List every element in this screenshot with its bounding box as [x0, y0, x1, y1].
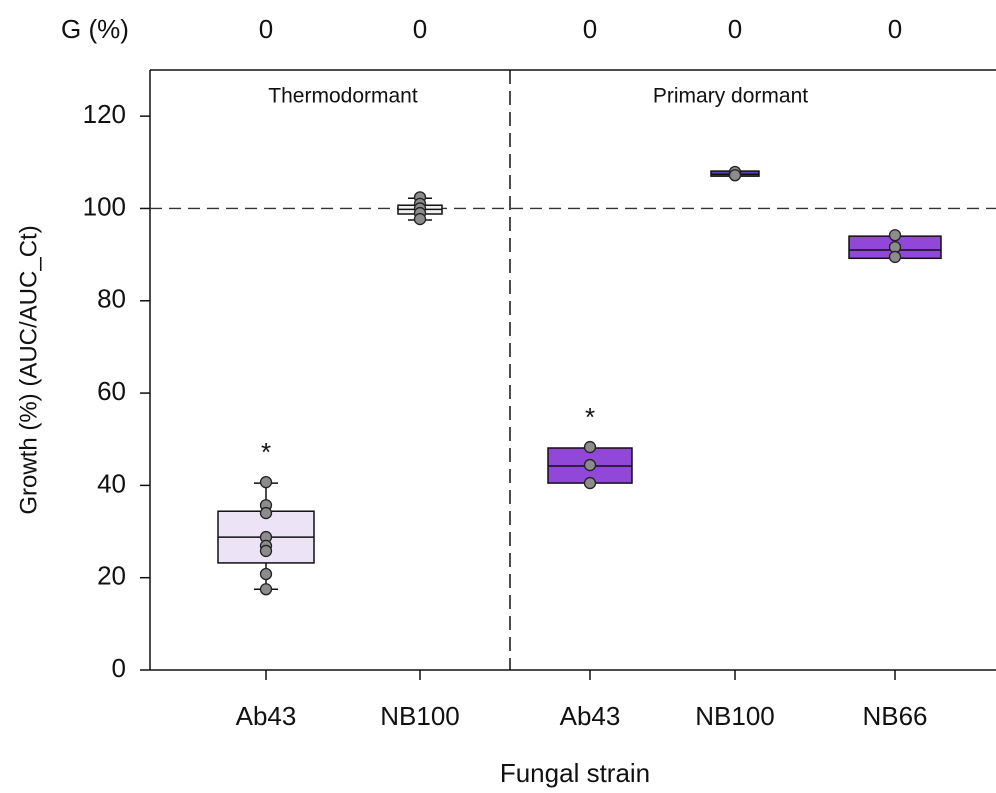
top-row-label: G (%) [61, 14, 129, 44]
x-tick-label: NB100 [380, 701, 460, 731]
x-tick-label: NB66 [862, 701, 927, 731]
data-point [888, 229, 902, 242]
data-point [259, 583, 273, 596]
y-tick-label: 60 [97, 376, 126, 406]
y-tick-label: 120 [83, 99, 126, 129]
y-axis-label: Growth (%) (AUC/AUC_Ct) [15, 225, 42, 514]
y-tick-label: 80 [97, 284, 126, 314]
x-tick-label: NB100 [695, 701, 775, 731]
top-row-value: 0 [583, 14, 597, 44]
top-row-value: 0 [888, 14, 902, 44]
data-point [259, 506, 273, 520]
y-tick-label: 20 [97, 561, 126, 591]
group-label: Primary dormant [653, 85, 808, 108]
top-row-value: 0 [728, 14, 742, 44]
top-row-value: 0 [413, 14, 427, 44]
x-axis-label: Fungal strain [500, 758, 650, 788]
data-point [728, 169, 742, 182]
data-point [888, 250, 902, 264]
data-point [413, 212, 427, 226]
y-tick-label: 40 [97, 468, 126, 498]
y-tick-label: 100 [83, 191, 126, 221]
data-point [259, 544, 273, 558]
x-tick-label: Ab43 [560, 701, 621, 731]
data-point [259, 476, 273, 489]
group-label: Thermodormant [268, 85, 418, 108]
y-tick-label: 0 [112, 653, 126, 683]
data-point [583, 458, 597, 472]
data-point [583, 476, 597, 490]
significance-mark: * [585, 402, 595, 432]
x-tick-label: Ab43 [236, 701, 297, 731]
data-point [259, 567, 273, 581]
data-point [583, 440, 597, 454]
top-row-value: 0 [259, 14, 273, 44]
significance-mark: * [261, 437, 271, 467]
